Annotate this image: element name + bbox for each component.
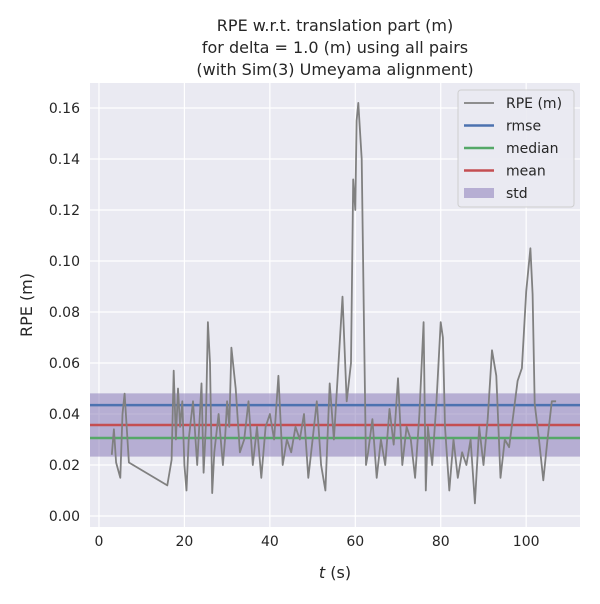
title-line-2: for delta = 1.0 (m) using all pairs <box>202 38 468 57</box>
y-axis-label: RPE (m) <box>17 273 36 337</box>
legend-swatch-std <box>464 188 494 198</box>
x-tick-label: 80 <box>432 534 450 550</box>
legend-label-median: median <box>506 141 558 157</box>
y-tick-label: 0.08 <box>49 305 80 321</box>
y-tick-label: 0.02 <box>49 458 80 474</box>
x-tick-label: 60 <box>346 534 364 550</box>
y-tick-label: 0.04 <box>49 407 80 423</box>
y-tick-label: 0.12 <box>49 203 80 219</box>
chart-title: RPE w.r.t. translation part (m) for delt… <box>196 16 473 79</box>
x-tick-label: 40 <box>261 534 279 550</box>
x-axis-label: t (s) <box>319 563 351 582</box>
title-line-1: RPE w.r.t. translation part (m) <box>217 16 453 35</box>
legend-label-mean: mean <box>506 164 546 180</box>
y-tick-label: 0.00 <box>49 509 80 525</box>
x-tick-label: 0 <box>95 534 104 550</box>
y-tick-label: 0.14 <box>49 152 80 168</box>
legend-box <box>457 89 575 208</box>
y-tick-label: 0.10 <box>49 254 80 270</box>
y-tick-label: 0.16 <box>49 101 80 117</box>
x-tick-label: 20 <box>175 534 193 550</box>
title-line-3: (with Sim(3) Umeyama alignment) <box>196 60 473 79</box>
legend: RPE (m) rmse median mean std <box>457 89 575 208</box>
legend-label-rmse: rmse <box>506 119 541 135</box>
legend-label-std: std <box>506 186 528 202</box>
rpe-series-line <box>110 102 557 505</box>
x-tick-label: 100 <box>513 534 540 550</box>
y-tick-label: 0.06 <box>49 356 80 372</box>
legend-label-rpe: RPE (m) <box>506 96 562 112</box>
